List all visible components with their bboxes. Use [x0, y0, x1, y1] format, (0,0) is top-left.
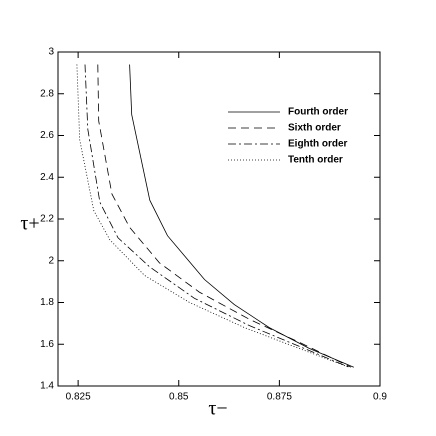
series-line	[129, 64, 354, 368]
plot-frame	[57, 51, 381, 387]
series-line	[84, 64, 350, 368]
x-tick-label: 0.9	[373, 392, 387, 403]
y-tick-label: 2	[48, 255, 54, 266]
y-tick-label: 1.8	[40, 297, 54, 308]
series-line	[76, 64, 350, 368]
legend-label: Sixth order	[288, 123, 341, 134]
y-axis-label: τ+	[20, 213, 39, 235]
series-line	[97, 64, 352, 368]
legend-label: Eighth order	[288, 139, 348, 150]
y-tick-label: 1.4	[40, 381, 54, 392]
x-tick-label: 0.85	[169, 392, 189, 403]
x-tick-label: 0.825	[66, 392, 91, 403]
y-tick-label: 2.8	[40, 88, 54, 99]
x-tick-label: 0.875	[267, 392, 292, 403]
y-tick-label: 1.6	[40, 339, 54, 350]
y-tick-label: 3	[48, 47, 54, 58]
y-tick-label: 2.6	[40, 130, 54, 141]
legend-label: Fourth order	[288, 107, 348, 118]
y-tick-label: 2.2	[40, 214, 54, 225]
legend-label: Tenth order	[288, 155, 343, 166]
y-tick-label: 2.4	[40, 172, 54, 183]
x-axis-label: τ−	[208, 398, 227, 420]
